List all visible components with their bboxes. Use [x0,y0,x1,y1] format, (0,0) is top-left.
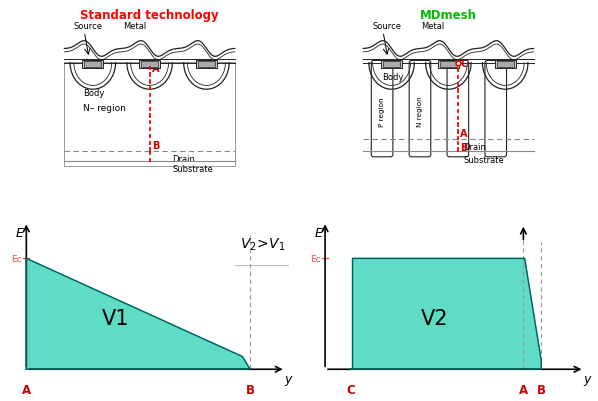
FancyBboxPatch shape [409,61,431,158]
Text: A: A [22,383,31,396]
Text: A: A [152,64,160,74]
FancyBboxPatch shape [381,61,402,69]
Text: Metal: Metal [123,22,146,31]
FancyBboxPatch shape [438,61,459,69]
Text: Body: Body [83,88,105,97]
Text: $V_2\!>\!V_1$: $V_2\!>\!V_1$ [240,236,285,252]
FancyBboxPatch shape [440,62,457,68]
Text: Standard technology: Standard technology [80,9,219,22]
Bar [65,63,235,166]
Text: P region: P region [379,97,385,126]
Text: E: E [16,227,24,239]
Text: y: y [583,372,591,385]
Text: B: B [460,143,468,153]
FancyBboxPatch shape [84,62,101,68]
FancyBboxPatch shape [495,61,515,69]
Text: N– region: N– region [83,103,126,112]
Polygon shape [26,259,250,369]
FancyBboxPatch shape [139,61,160,69]
Text: y: y [285,372,292,385]
Text: N region: N region [417,96,423,127]
Text: A: A [460,129,468,139]
Text: C: C [460,59,468,69]
Text: Source: Source [74,22,103,31]
Text: Drain: Drain [463,143,486,152]
FancyBboxPatch shape [485,61,507,158]
Text: Ec: Ec [11,254,22,263]
FancyBboxPatch shape [383,62,400,68]
Text: B: B [246,383,255,396]
Text: C: C [346,383,355,396]
Text: MDmesh: MDmesh [420,9,477,22]
Text: B: B [536,383,545,396]
Text: V1: V1 [102,309,129,329]
FancyBboxPatch shape [196,61,217,69]
Text: Substrate: Substrate [172,164,213,174]
Text: Metal: Metal [422,22,445,31]
Text: Substrate: Substrate [463,155,504,164]
FancyBboxPatch shape [83,61,103,69]
Text: Source: Source [373,22,402,31]
Text: V2: V2 [420,309,448,329]
Text: B: B [152,140,159,150]
FancyBboxPatch shape [497,62,514,68]
FancyBboxPatch shape [447,61,469,158]
Text: Drain: Drain [172,154,195,163]
Text: A: A [519,383,528,396]
FancyBboxPatch shape [141,62,158,68]
Text: Body: Body [382,73,404,82]
Text: E: E [315,227,322,239]
FancyBboxPatch shape [371,61,393,158]
Text: Ec: Ec [310,254,321,263]
Polygon shape [350,259,541,369]
FancyBboxPatch shape [198,62,215,68]
